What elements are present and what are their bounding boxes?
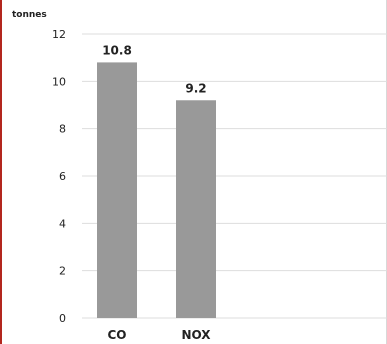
bar-value-label: 10.8 — [102, 43, 132, 57]
x-category-label: CO — [107, 328, 126, 342]
y-tick-label: 10 — [52, 75, 66, 88]
y-tick-label: 12 — [52, 28, 66, 41]
bar — [176, 100, 216, 319]
y-tick-label: 8 — [59, 123, 66, 136]
bar-value-label: 9.2 — [185, 81, 206, 95]
x-category-label: NOX — [181, 328, 211, 342]
y-tick-label: 4 — [59, 217, 66, 230]
bar — [97, 62, 137, 319]
left-border-rule — [0, 0, 2, 344]
y-tick-label: 6 — [59, 170, 66, 183]
y-unit-label: tonnes — [12, 10, 47, 20]
y-tick-label: 0 — [59, 312, 66, 325]
y-tick-label: 2 — [59, 265, 66, 278]
